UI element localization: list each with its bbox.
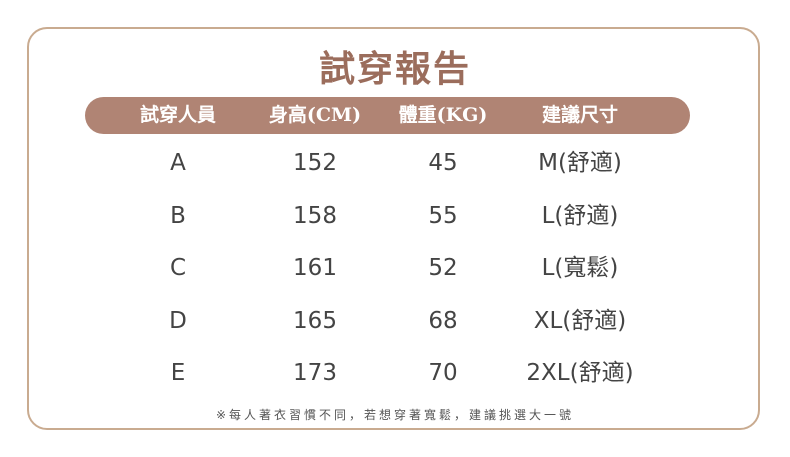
header-bar	[85, 97, 690, 134]
table-cell: C	[169, 255, 187, 281]
table-cell: 165	[293, 307, 337, 334]
table-cell: XL(舒適)	[533, 307, 627, 334]
table-cell: 55	[428, 202, 458, 229]
table-cell: A	[170, 150, 186, 176]
table-cell: L(舒適)	[541, 202, 619, 229]
header-cell: 身高(CM)	[268, 104, 362, 126]
title: 試穿報告	[318, 48, 471, 90]
table-cell: 52	[428, 255, 458, 281]
frame	[27, 27, 760, 430]
table-cell: M(舒適)	[538, 150, 622, 176]
table-cell: B	[170, 202, 186, 229]
table-cell: D	[169, 307, 187, 334]
table-cell: L(寬鬆)	[541, 255, 619, 281]
header-cell: 建議尺寸	[541, 104, 618, 126]
table-cell: 173	[293, 360, 337, 386]
header-cell: 體重(KG)	[398, 104, 488, 126]
note: ※每人著衣習慣不同，若想穿著寬鬆，建議挑選大一號	[215, 408, 575, 422]
table-cell: 2XL(舒適)	[526, 360, 634, 386]
table-cell: 158	[293, 202, 337, 229]
table-cell: 70	[428, 360, 458, 386]
table-cell: 152	[293, 150, 337, 176]
table-cell: 161	[293, 255, 337, 281]
table-cell: 68	[428, 307, 458, 334]
table-cell: E	[170, 360, 186, 386]
table-cell: 45	[428, 150, 458, 176]
header-cell: 試穿人員	[139, 104, 216, 126]
